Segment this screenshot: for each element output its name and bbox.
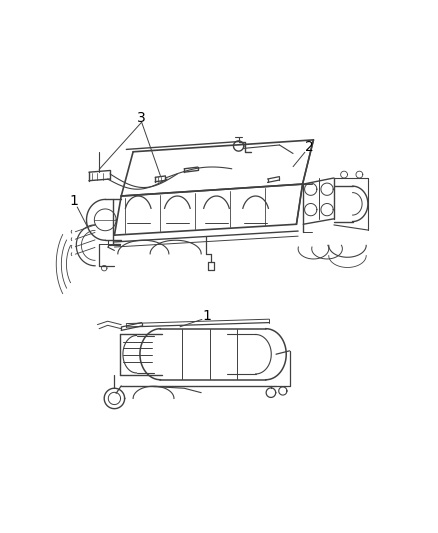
- Text: 2: 2: [304, 140, 313, 154]
- Text: 1: 1: [69, 194, 78, 208]
- Polygon shape: [233, 141, 243, 151]
- Text: 3: 3: [137, 111, 146, 125]
- Text: 1: 1: [202, 309, 211, 323]
